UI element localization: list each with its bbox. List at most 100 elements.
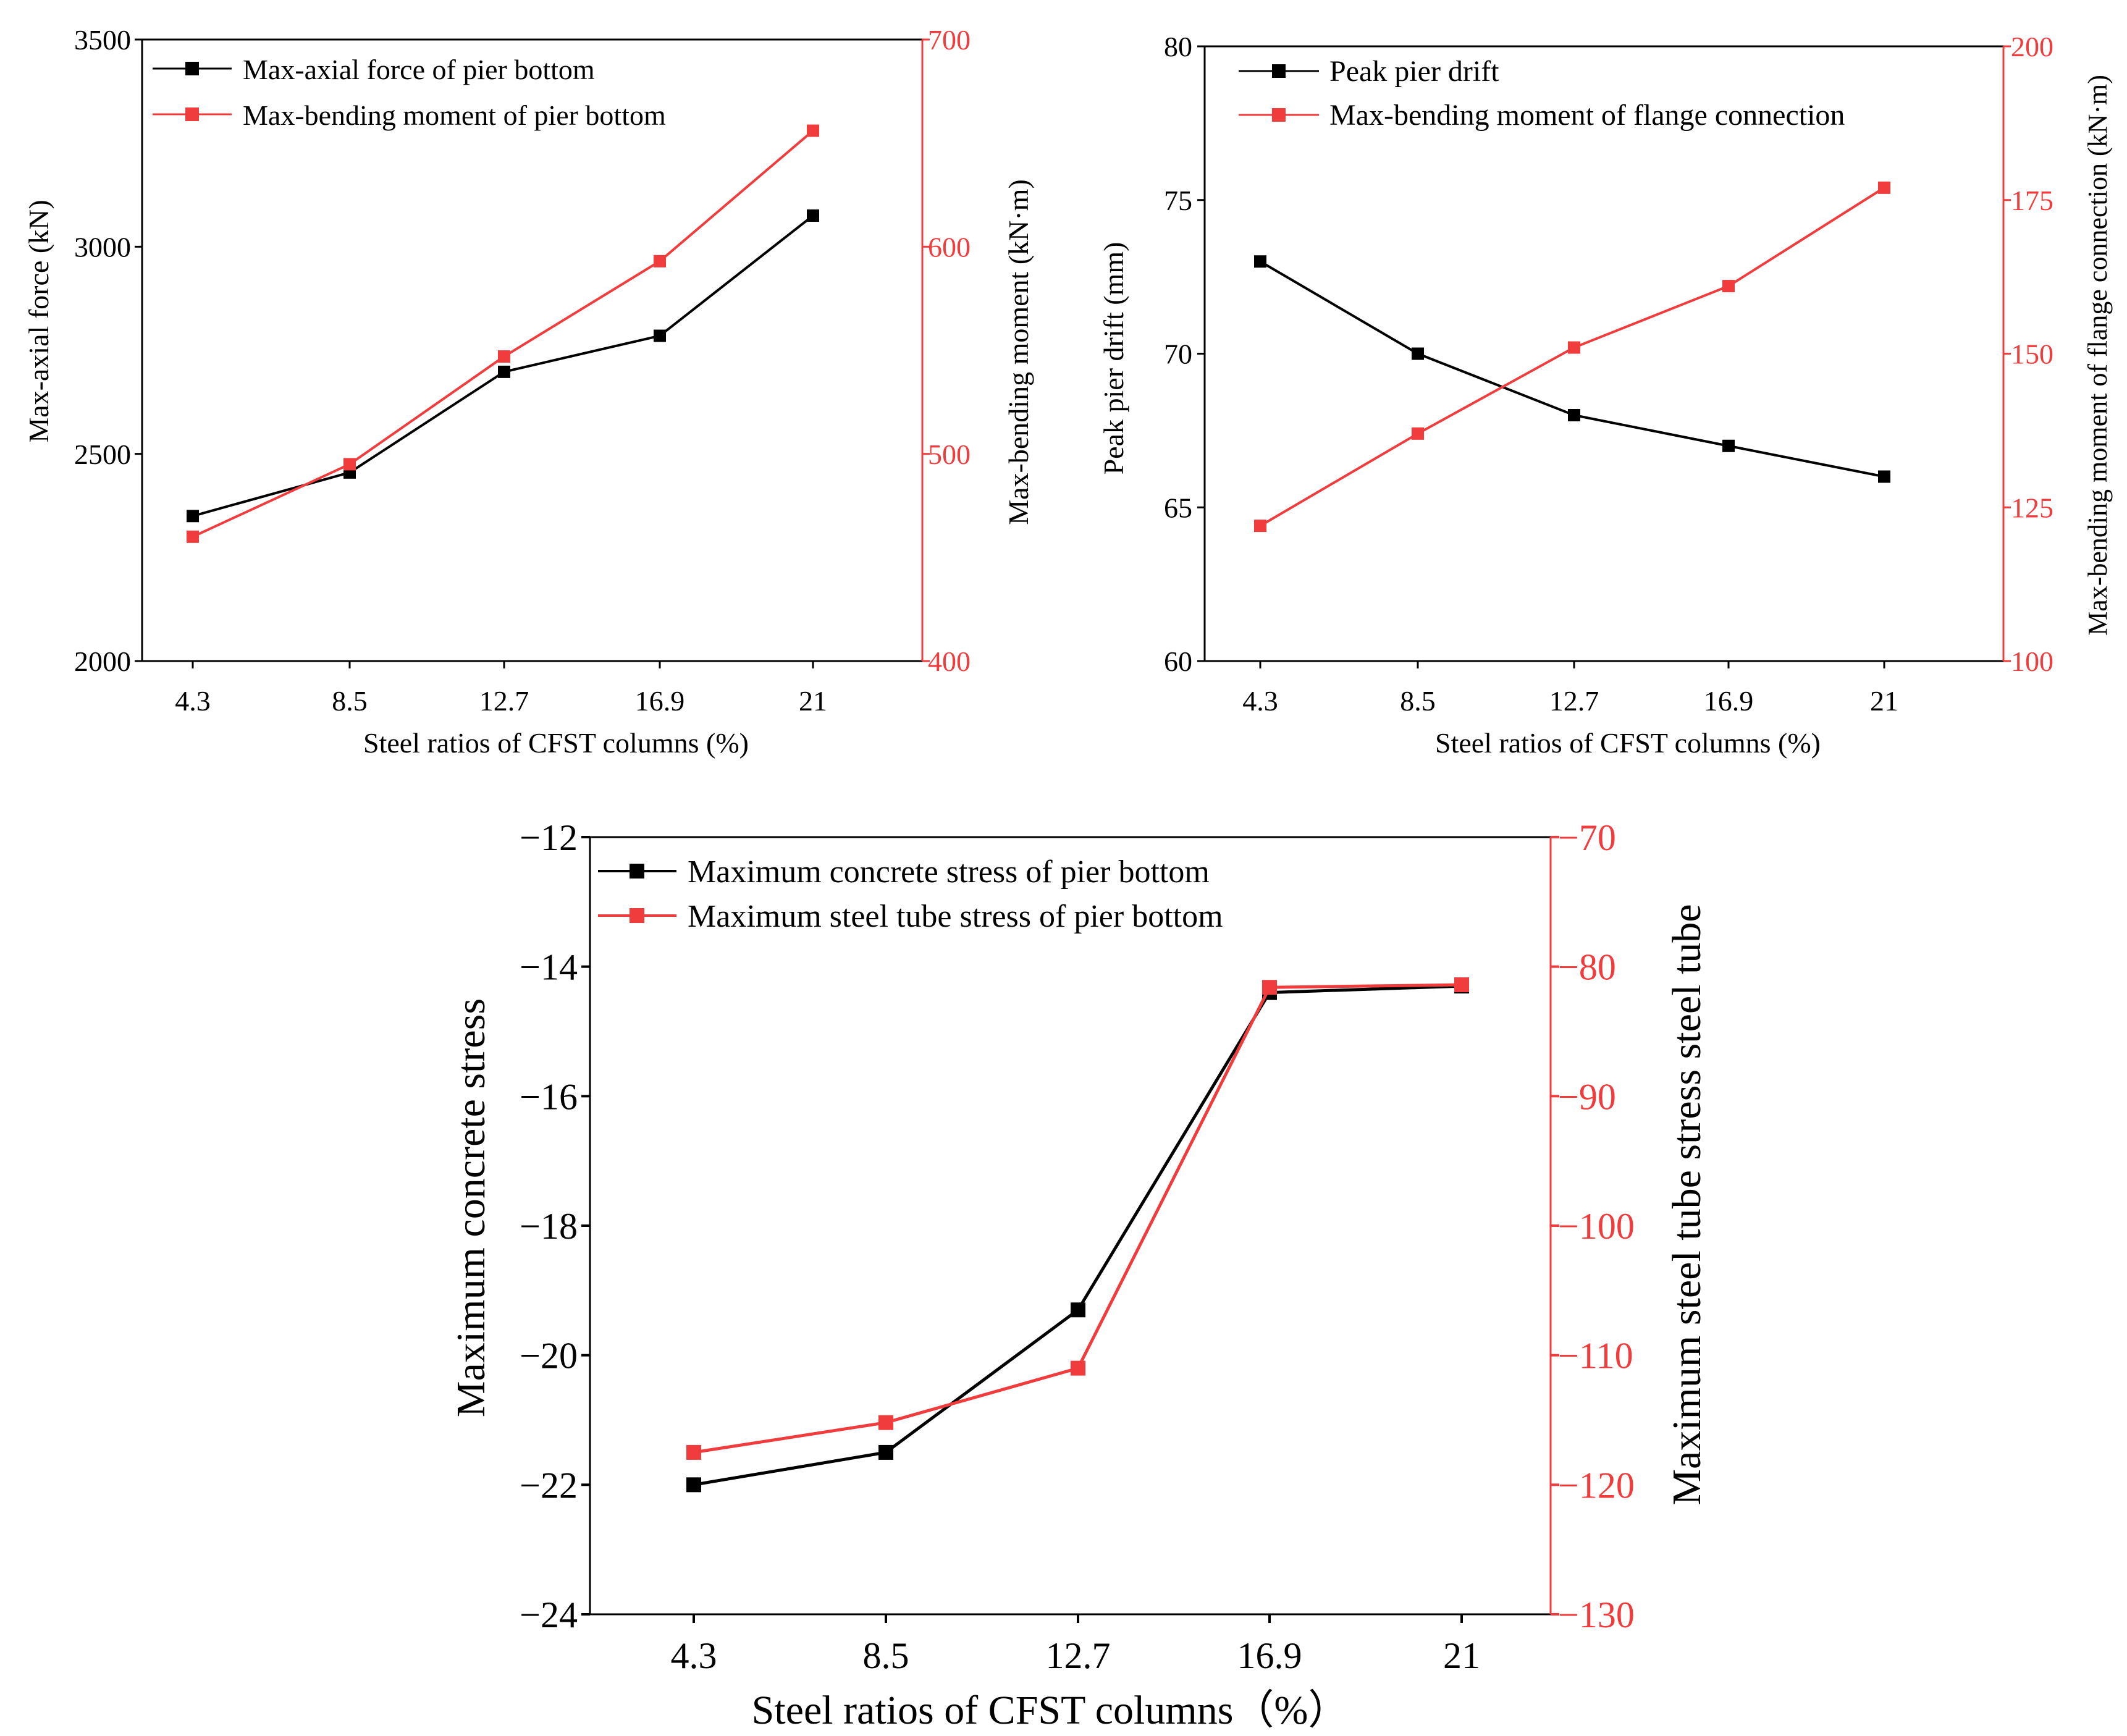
left-y-tick-label: −18 [520,1206,578,1247]
x-tick-label: 21 [799,685,827,717]
x-tick-label: 4.3 [1242,685,1278,717]
plot-frame [1203,45,2005,662]
legend-marker-pier-drift [1272,64,1286,78]
x-tick-label: 8.5 [1400,685,1436,717]
legend-label-steel-tube-stress: Maximum steel tube stress of pier bottom [688,899,1223,934]
data-point [1412,347,1424,360]
right-y-tick-label: 175 [2011,185,2053,216]
left-y-tick-label: 70 [1164,339,1192,370]
legend-marker-steel-tube-stress [630,908,644,923]
data-point [686,1444,701,1460]
left-y-tick-label: −14 [520,947,578,988]
series-lines [187,124,819,543]
right-y-tick-label: 150 [2011,339,2053,370]
series-line-red [1259,187,1885,527]
legend-label-concrete-stress: Maximum concrete stress of pier bottom [688,854,1210,890]
right-y-tick-label: −130 [1558,1595,1635,1635]
legend-label-axial-force: Max-axial force of pier bottom [243,54,595,85]
x-tick-label: 8.5 [863,1635,909,1676]
chart-pier-drift-flange-moment: 4.3 8.5 12.7 16.9 21 60 65 70 75 80 100 125 150 175… [1098,31,2113,759]
x-tick-label: 21 [1443,1635,1480,1676]
series-lines [1254,181,1890,533]
legend: Maximum concrete stress of pier bottom M… [598,854,1223,934]
left-y-tick-label: −24 [520,1595,578,1635]
legend-marker-concrete-stress [630,864,644,879]
x-tick-label: 16.9 [1704,685,1754,717]
right-y-axis-title: Max-bending moment (kN·m) [1003,179,1034,525]
right-y-tick-label: −80 [1558,947,1616,988]
legend: Max-axial force of pier bottom Max-bendi… [153,54,666,131]
x-axis-ticks: 4.3 8.5 12.7 16.9 21 [671,1614,1480,1676]
legend-label-bending-moment: Max-bending moment of pier bottom [243,99,666,131]
series-lines [686,977,1469,1493]
data-point [654,255,666,268]
data-point [1878,181,1890,194]
data-point [498,365,510,378]
right-y-tick-label: 600 [928,231,971,263]
x-tick-label: 12.7 [1046,1635,1111,1676]
right-y-tick-label: −120 [1558,1465,1635,1506]
left-y-tick-label: −16 [520,1076,578,1117]
data-point [1568,341,1580,354]
right-y-tick-label: 200 [2011,31,2053,62]
data-point [1722,439,1735,452]
data-point [187,510,199,523]
legend-label-pier-drift: Peak pier drift [1329,55,1499,88]
x-tick-label: 4.3 [671,1635,717,1676]
data-point [1071,1302,1085,1318]
chart-axial-force-bending-moment: 4.3 8.5 12.7 16.9 21 2000 2500 3000 3500 400 500… [23,24,1034,759]
data-point [807,124,819,137]
x-axis-title: Steel ratios of CFST columns (%) [363,727,749,759]
right-y-tick-label: −100 [1558,1206,1635,1247]
right-y-axis-ticks: 400 500 600 700 [922,24,971,677]
legend-marker-bending-moment [185,107,199,121]
series-line-black [1259,260,1885,478]
data-point [1262,980,1277,995]
data-point [878,1415,893,1430]
right-y-axis-title: Max-bending moment of flange connection … [2083,75,2113,636]
right-y-axis-title: Maximum steel tube stress steel tube [1664,904,1709,1505]
right-y-tick-label: −90 [1558,1076,1616,1117]
x-axis-title: Steel ratios of CFST columns（%） [752,1688,1349,1733]
data-point [654,329,666,342]
right-y-tick-label: 700 [928,24,971,56]
right-y-tick-label: 125 [2011,492,2053,523]
series-line-red [693,983,1462,1454]
data-point [1071,1360,1085,1376]
x-tick-label: 21 [1870,685,1898,717]
left-y-tick-label: 3000 [74,231,131,263]
data-point [1568,409,1580,421]
left-y-tick-label: 2500 [74,439,131,470]
right-y-axis-ticks: 100 125 150 175 200 [2003,31,2053,677]
left-y-tick-label: 80 [1164,31,1192,62]
data-point [498,350,510,363]
data-point [807,209,819,222]
right-y-tick-label: −110 [1558,1336,1633,1376]
x-tick-label: 16.9 [635,685,685,717]
data-point [1412,427,1424,440]
x-tick-label: 8.5 [332,685,368,717]
left-y-axis-title: Max-axial force (kN) [23,200,54,442]
data-point [878,1444,893,1460]
x-axis-ticks: 4.3 8.5 12.7 16.9 21 [175,661,827,717]
plot-frame [589,836,1552,1616]
x-axis-title: Steel ratios of CFST columns (%) [1435,727,1821,759]
right-y-tick-label: 500 [928,439,971,470]
left-y-axis-ticks: −24 −22 −20 −18 −16 −14 −12 [520,817,590,1635]
data-point [1454,977,1469,993]
series-line-black [693,984,1462,1486]
x-tick-label: 12.7 [479,685,529,717]
left-y-axis-ticks: 2000 2500 3000 3500 [74,24,142,677]
x-tick-label: 4.3 [175,685,211,717]
left-y-axis-ticks: 60 65 70 75 80 [1164,31,1205,677]
x-axis-ticks: 4.3 8.5 12.7 16.9 21 [1242,661,1898,717]
data-point [686,1477,701,1493]
left-y-tick-label: −22 [520,1465,578,1506]
legend-label-flange-moment: Max-bending moment of flange connection [1329,99,1845,132]
left-y-tick-label: 2000 [74,646,131,677]
data-point [1254,520,1266,533]
right-y-tick-label: 400 [928,646,971,677]
left-y-tick-label: 75 [1164,185,1192,216]
data-point [187,530,199,543]
